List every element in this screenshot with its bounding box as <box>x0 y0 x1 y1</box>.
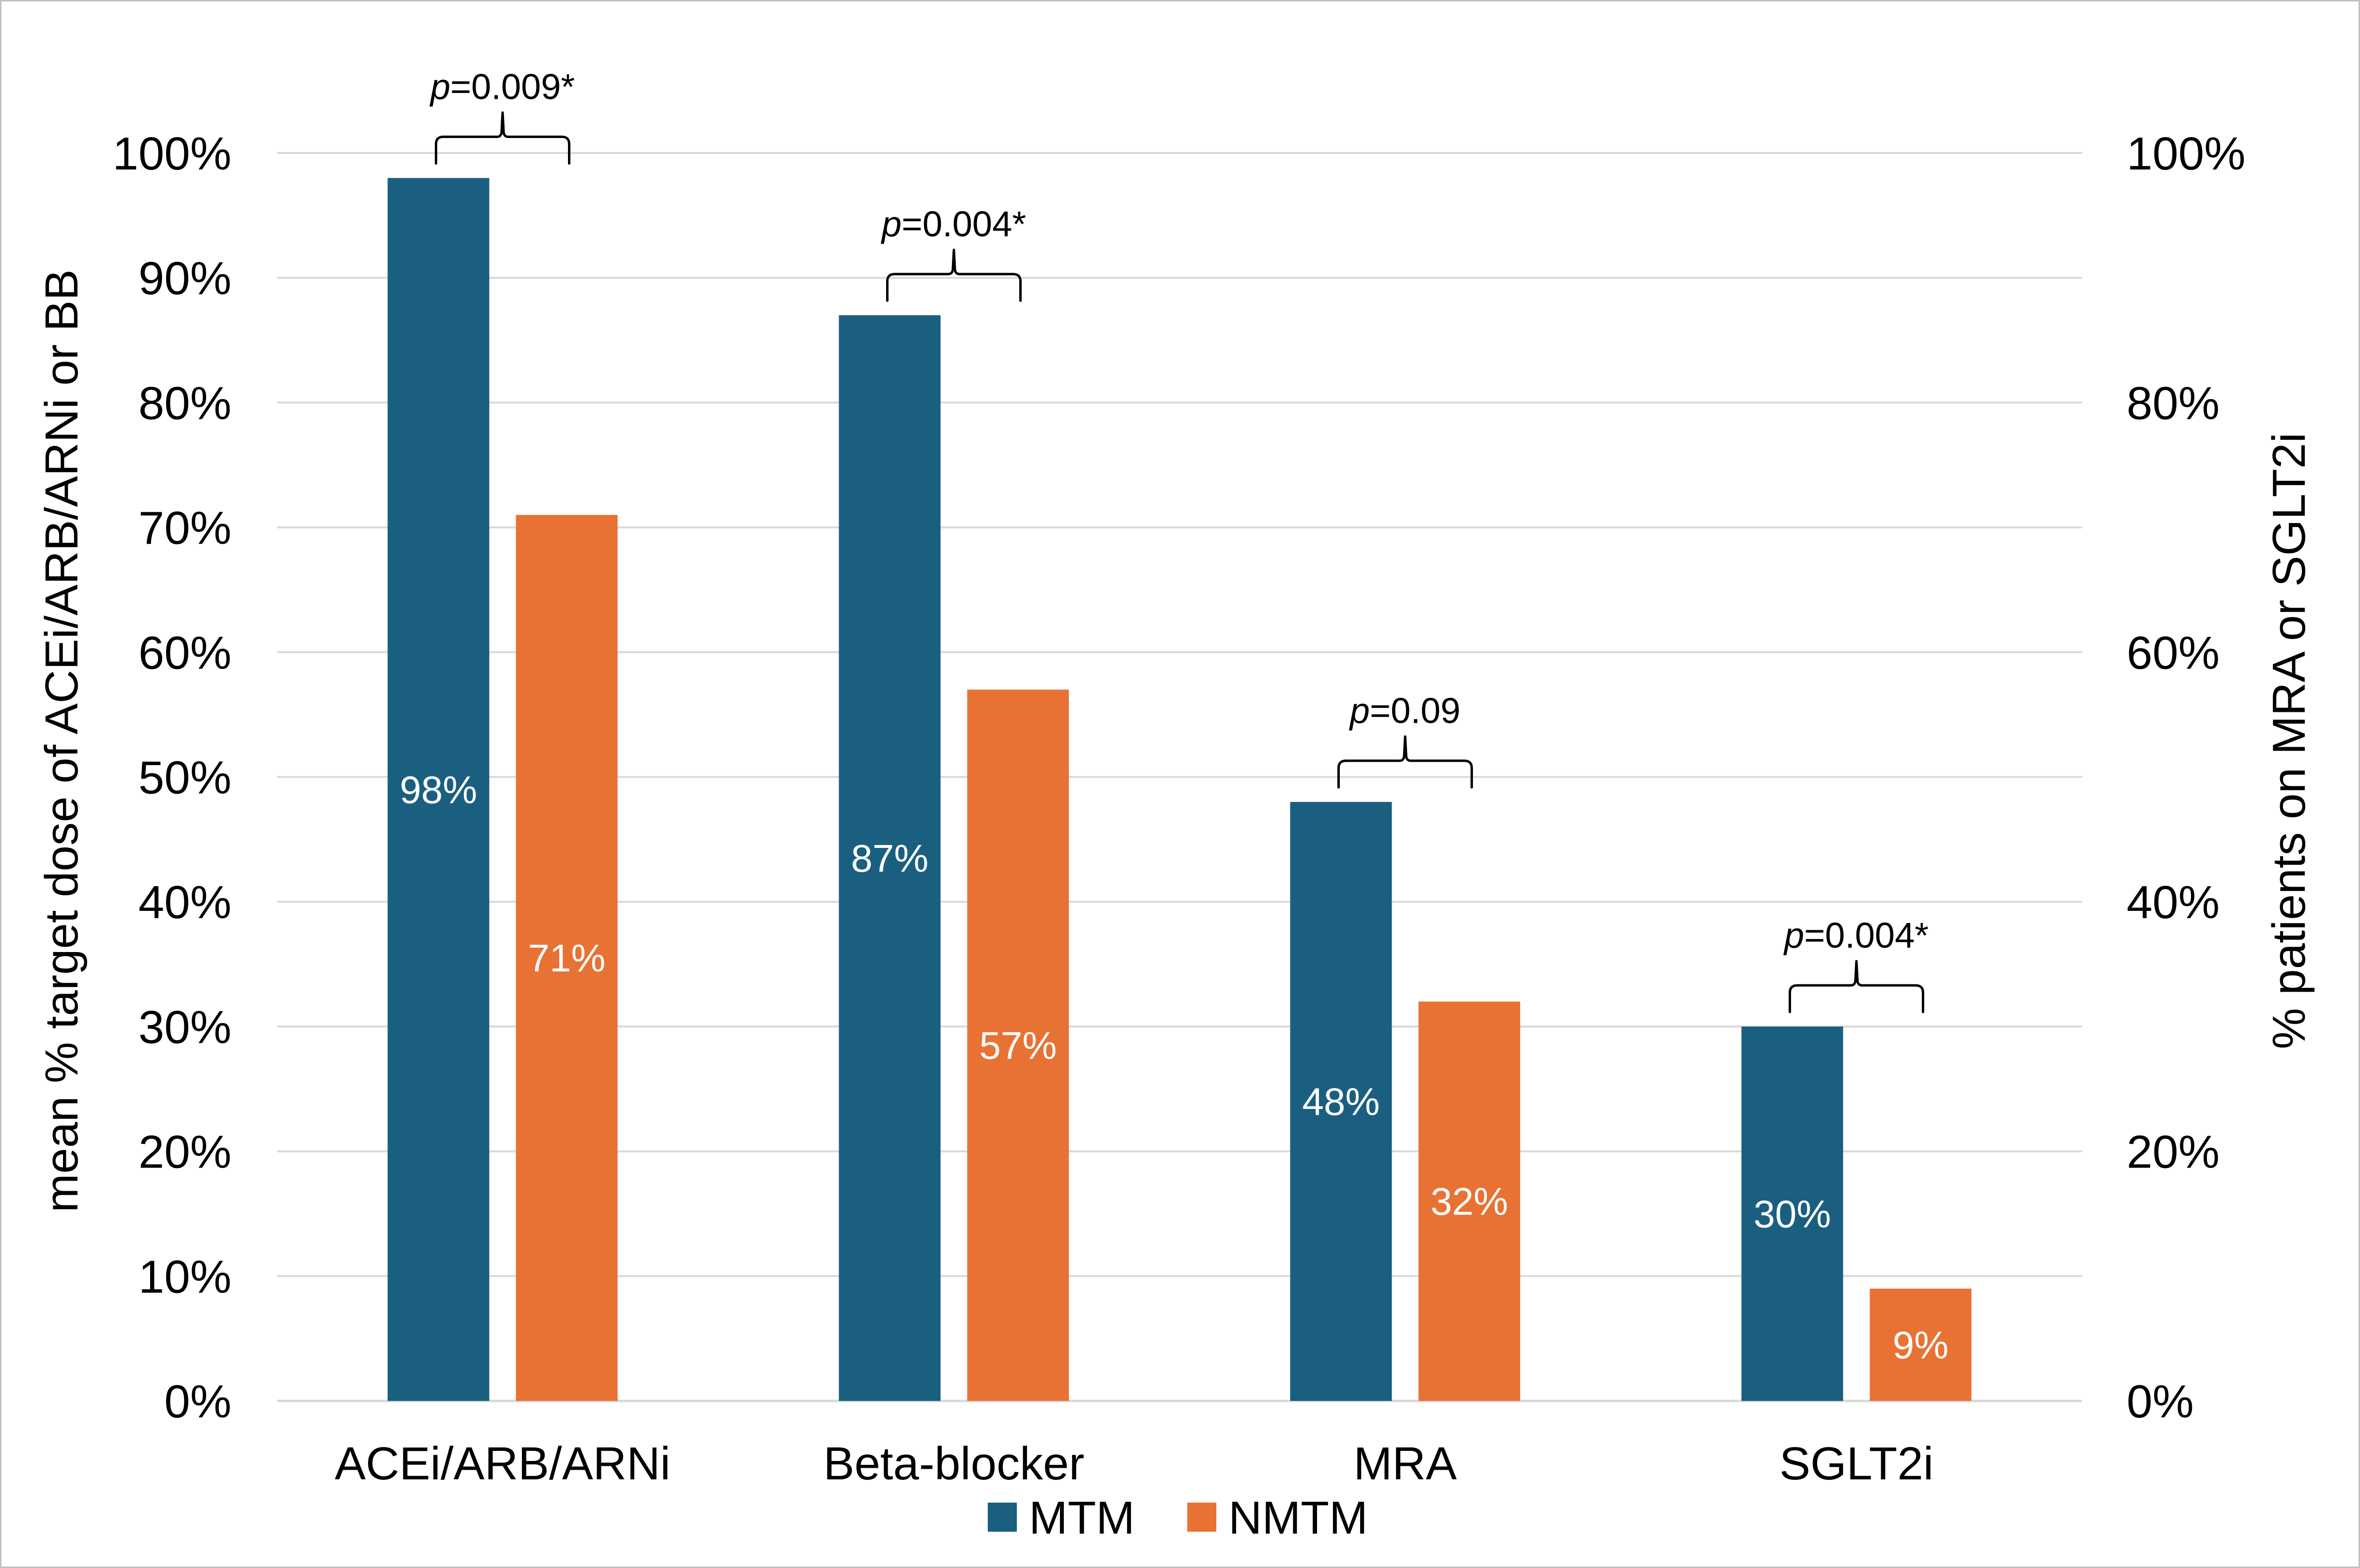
legend-label-mtm: MTM <box>1029 1492 1135 1544</box>
right-axis-ticks: 0% 20% 40% 60% 80% 100% <box>2127 128 2246 1428</box>
p-value-label: p=0.09 <box>1349 691 1460 731</box>
p-value: =0.09 <box>1370 691 1460 731</box>
legend-swatch-mtm <box>988 1503 1017 1532</box>
left-tick-label: 90% <box>138 253 231 305</box>
left-tick-label: 80% <box>138 377 231 429</box>
left-tick-label: 70% <box>138 502 231 554</box>
right-tick-label: 20% <box>2127 1126 2220 1178</box>
category-label: SGLT2i <box>1779 1438 1933 1490</box>
data-label-mtm: 87% <box>851 837 928 880</box>
p-symbol: p <box>429 67 450 107</box>
p-value: =0.004* <box>1804 915 1929 955</box>
bar-mtm <box>387 178 490 1401</box>
category-label: MRA <box>1353 1438 1456 1490</box>
significance-brace <box>886 248 1022 302</box>
left-tick-label: 10% <box>138 1251 231 1303</box>
bar-nmtm <box>1418 1001 1520 1401</box>
bar-nmtm <box>1870 1289 1972 1401</box>
data-label-nmtm: 32% <box>1430 1180 1508 1223</box>
bars: 98% 71% 87% 57% 48% 32% 30% 9% <box>387 178 1972 1401</box>
left-tick-label: 60% <box>138 627 231 679</box>
legend-swatch-nmtm <box>1187 1503 1216 1532</box>
left-tick-label: 0% <box>164 1376 231 1428</box>
right-tick-label: 100% <box>2127 128 2246 180</box>
category-label: ACEi/ARB/ARNi <box>335 1438 670 1490</box>
p-value: =0.009* <box>450 67 575 107</box>
p-value-label: p=0.004* <box>881 204 1026 244</box>
p-value: =0.004* <box>902 204 1026 244</box>
right-tick-label: 60% <box>2127 627 2220 679</box>
bar-nmtm <box>967 690 1069 1401</box>
bar-mtm <box>1741 1026 1843 1401</box>
right-tick-label: 80% <box>2127 377 2220 429</box>
data-label-mtm: 30% <box>1753 1192 1831 1235</box>
right-tick-label: 40% <box>2127 876 2220 928</box>
legend: MTM NMTM <box>988 1492 1368 1544</box>
data-label-mtm: 48% <box>1302 1080 1379 1123</box>
category-label: Beta-blocker <box>824 1438 1085 1490</box>
data-label-nmtm: 57% <box>979 1024 1057 1067</box>
category-labels: ACEi/ARB/ARNi Beta-blocker MRA SGLT2i <box>335 1438 1933 1490</box>
right-axis-title: % patients on MRA or SGLT2i <box>2263 432 2315 1049</box>
significance-brace <box>435 111 570 165</box>
bar-mtm <box>839 315 941 1401</box>
left-tick-label: 50% <box>138 752 231 804</box>
p-symbol: p <box>881 204 902 244</box>
left-tick-label: 30% <box>138 1001 231 1053</box>
left-axis-title: mean % target dose of ACEi/ARB/ARNi or B… <box>36 269 88 1213</box>
right-tick-label: 0% <box>2127 1376 2194 1428</box>
p-symbol: p <box>1349 691 1370 731</box>
left-tick-label: 100% <box>112 128 231 180</box>
left-axis-ticks: 0% 10% 20% 30% 40% 50% 60% 70% 80% 90% 100% <box>112 128 231 1428</box>
bar-nmtm <box>516 515 618 1401</box>
left-tick-label: 20% <box>138 1126 231 1178</box>
data-label-nmtm: 71% <box>528 937 605 980</box>
p-value-annotations: p=0.009*p=0.004*p=0.09p=0.004* <box>429 67 1929 1014</box>
p-symbol: p <box>1783 915 1804 955</box>
p-value-label: p=0.009* <box>429 67 575 107</box>
significance-brace <box>1789 960 1924 1014</box>
p-value-label: p=0.004* <box>1783 915 1929 955</box>
bar-mtm <box>1290 802 1392 1401</box>
significance-brace <box>1337 735 1473 789</box>
left-tick-label: 40% <box>138 876 231 928</box>
data-label-mtm: 98% <box>399 768 477 811</box>
data-label-nmtm: 9% <box>1893 1323 1949 1367</box>
legend-label-nmtm: NMTM <box>1228 1492 1368 1544</box>
